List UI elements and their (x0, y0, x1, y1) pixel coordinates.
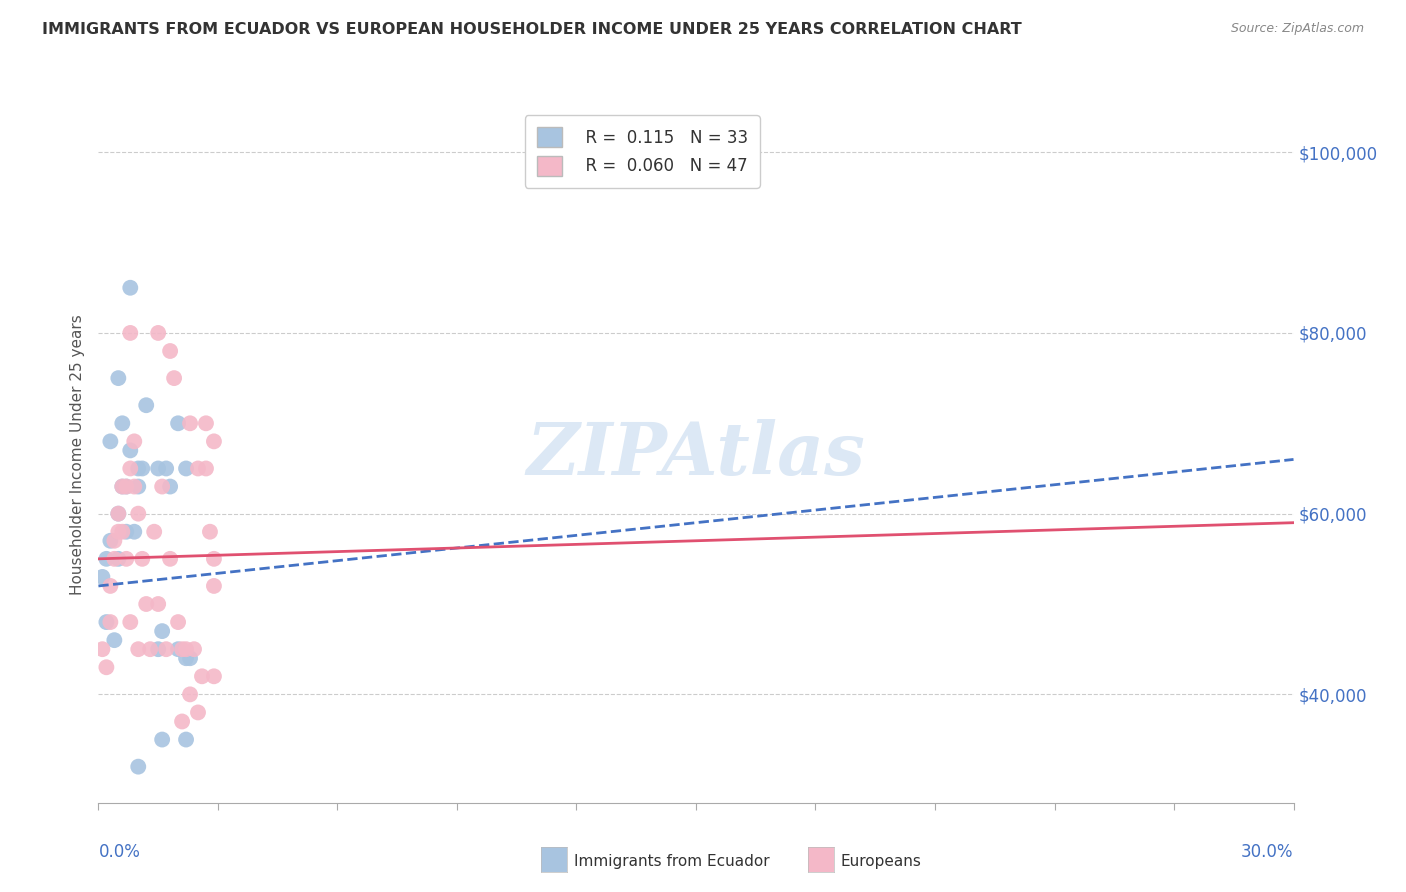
Point (103, 533, 125, 548)
Point (111, 479, 134, 493)
Point (163, 371, 186, 385)
Point (194, 461, 218, 475)
Point (155, 642, 177, 657)
Point (120, 281, 142, 295)
Point (127, 479, 149, 493)
Point (107, 371, 129, 385)
Text: Source: ZipAtlas.com: Source: ZipAtlas.com (1230, 22, 1364, 36)
Point (148, 326, 170, 340)
Point (187, 461, 209, 475)
Point (107, 524, 129, 539)
Point (183, 642, 205, 657)
Point (148, 461, 170, 475)
Point (98, 579, 122, 593)
Point (172, 642, 194, 657)
Point (107, 507, 129, 521)
Point (159, 551, 181, 566)
Point (127, 759, 149, 773)
Point (167, 642, 190, 657)
Point (174, 461, 197, 475)
Point (150, 624, 173, 639)
Point (131, 551, 153, 566)
Point (107, 551, 129, 566)
Point (150, 479, 173, 493)
Point (120, 326, 142, 340)
Point (98, 533, 122, 548)
Point (98, 434, 122, 449)
Point (111, 417, 134, 431)
Point (202, 669, 225, 683)
Point (96, 551, 118, 566)
Point (159, 344, 181, 359)
Point (127, 507, 149, 521)
Point (115, 479, 138, 493)
Text: IMMIGRANTS FROM ECUADOR VS EUROPEAN HOUSEHOLDER INCOME UNDER 25 YEARS CORRELATIO: IMMIGRANTS FROM ECUADOR VS EUROPEAN HOUS… (42, 22, 1022, 37)
Point (198, 524, 221, 539)
Point (159, 479, 181, 493)
Point (187, 706, 209, 720)
Point (111, 479, 134, 493)
Point (124, 479, 146, 493)
Point (135, 597, 157, 611)
Legend:   R =  0.115   N = 33,   R =  0.060   N = 47: R = 0.115 N = 33, R = 0.060 N = 47 (524, 115, 759, 187)
Point (174, 732, 197, 747)
Point (179, 651, 201, 665)
Point (103, 633, 125, 648)
Point (143, 524, 166, 539)
Text: Europeans: Europeans (841, 855, 922, 869)
Point (103, 551, 125, 566)
Point (91, 570, 114, 584)
Point (127, 642, 149, 657)
Y-axis label: Householder Income Under 25 years: Householder Income Under 25 years (69, 315, 84, 595)
Point (174, 642, 197, 657)
Point (120, 443, 142, 458)
Point (139, 642, 162, 657)
Text: ZIPAtlas: ZIPAtlas (527, 419, 865, 491)
Point (115, 479, 138, 493)
Point (202, 551, 225, 566)
Text: 30.0%: 30.0% (1241, 844, 1294, 862)
Point (91, 642, 114, 657)
Point (124, 524, 146, 539)
Point (115, 524, 138, 539)
Point (202, 434, 225, 449)
Point (111, 524, 134, 539)
Point (127, 461, 149, 475)
Point (96, 615, 118, 629)
Point (179, 417, 201, 431)
Point (202, 579, 225, 593)
Point (96, 660, 118, 674)
Point (115, 551, 138, 566)
Point (167, 615, 190, 629)
Text: 0.0%: 0.0% (98, 844, 141, 862)
Point (148, 642, 170, 657)
Point (120, 461, 142, 475)
Point (107, 507, 129, 521)
Point (174, 651, 197, 665)
Point (124, 434, 146, 449)
Text: Immigrants from Ecuador: Immigrants from Ecuador (574, 855, 769, 869)
Point (131, 461, 153, 475)
Point (120, 615, 142, 629)
Point (172, 714, 194, 729)
Point (194, 417, 218, 431)
Point (179, 687, 201, 701)
Point (98, 615, 122, 629)
Point (150, 732, 173, 747)
Point (167, 417, 190, 431)
Point (191, 669, 214, 683)
Point (155, 461, 177, 475)
Point (148, 597, 170, 611)
Point (135, 398, 157, 412)
